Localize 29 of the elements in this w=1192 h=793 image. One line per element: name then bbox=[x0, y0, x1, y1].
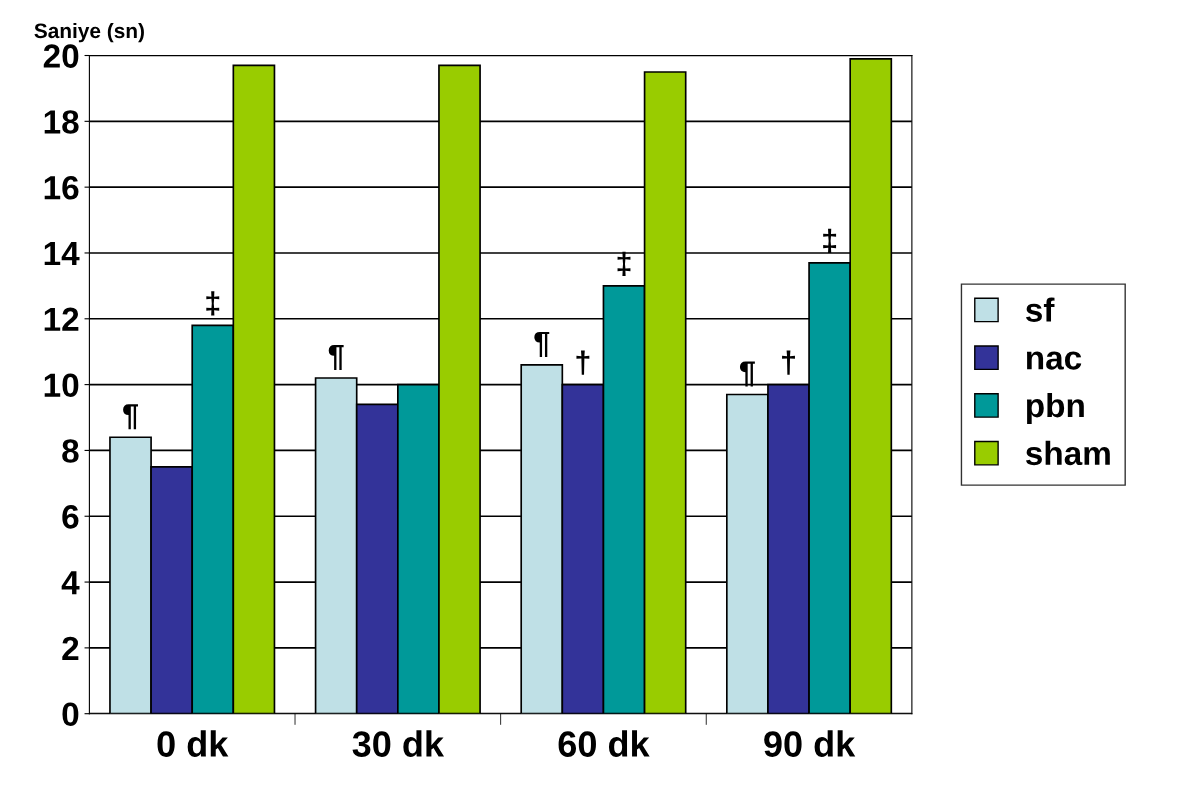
x-tick-label: 60 dk bbox=[558, 730, 650, 757]
legend-label: sham bbox=[1025, 440, 1110, 466]
data-label: ‡ bbox=[823, 228, 837, 254]
y-tick-label: 10 bbox=[44, 373, 79, 398]
x-tick-label: 0 dk bbox=[157, 730, 229, 757]
x-tick-label: 90 dk bbox=[764, 730, 856, 757]
data-label: ¶ bbox=[328, 345, 344, 371]
data-label: ¶ bbox=[534, 331, 550, 357]
y-tick-label: 20 bbox=[43, 44, 79, 68]
data-label: ¶ bbox=[123, 404, 139, 430]
data-label: † bbox=[782, 350, 795, 375]
y-tick-label: 14 bbox=[44, 242, 80, 266]
data-label: ¶ bbox=[739, 361, 755, 387]
y-tick-label: 2 bbox=[62, 636, 79, 660]
y-tick-label: 18 bbox=[44, 110, 79, 134]
y-tick-label: 8 bbox=[62, 439, 79, 463]
legend-label: pbn bbox=[1026, 392, 1084, 425]
data-label: ‡ bbox=[206, 291, 220, 316]
y-tick-label: 6 bbox=[62, 505, 79, 529]
x-tick-label: 30 dk bbox=[352, 730, 445, 757]
legend-label: sf bbox=[1025, 297, 1055, 322]
legend-label: nac bbox=[1026, 351, 1082, 370]
y-tick-label: 12 bbox=[44, 307, 79, 331]
y-tick-label: 16 bbox=[44, 175, 79, 200]
data-label: † bbox=[576, 350, 590, 375]
y-tick-label: 4 bbox=[61, 571, 80, 595]
y-tick-label: 0 bbox=[62, 702, 79, 727]
data-label: ‡ bbox=[617, 251, 631, 277]
y-axis-title: Saniye (sn) bbox=[34, 22, 144, 43]
